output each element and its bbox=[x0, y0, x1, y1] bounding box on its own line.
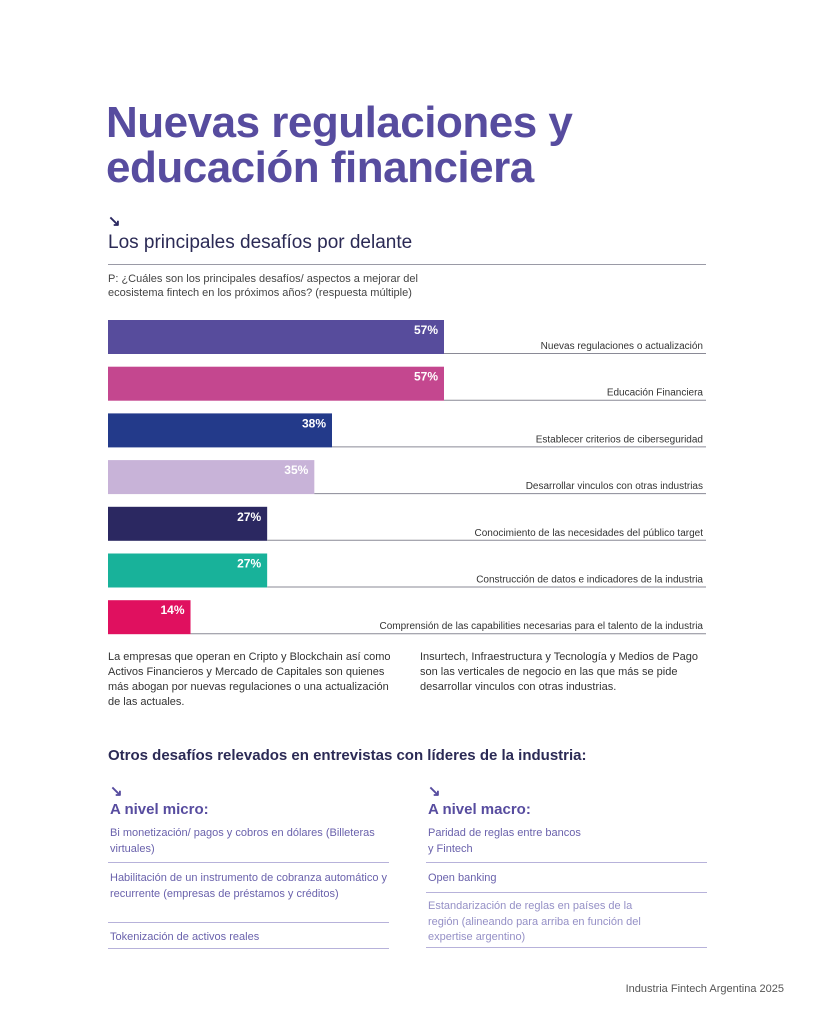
bar-value-label: 14% bbox=[160, 603, 184, 617]
bar-value-label: 27% bbox=[237, 557, 261, 571]
list-item: Open banking bbox=[428, 872, 497, 884]
bar-value-label: 27% bbox=[237, 510, 261, 524]
list-item: Tokenización de activos reales bbox=[110, 931, 260, 943]
divider bbox=[108, 948, 389, 949]
divider bbox=[426, 892, 707, 893]
list-item: Paridad de reglas entre bancos y Fintech bbox=[428, 827, 581, 855]
section-subtitle: Los principales desafíos por delante bbox=[108, 232, 413, 253]
bar bbox=[108, 413, 332, 448]
micro-title: A nivel micro: bbox=[110, 801, 209, 818]
divider bbox=[426, 947, 707, 948]
category-label: Construcción de datos e indicadores de l… bbox=[476, 575, 703, 586]
arrow-down-right-icon: ↘ bbox=[108, 213, 121, 230]
category-label: Conocimiento de las necesidades del públ… bbox=[475, 528, 704, 539]
category-label: Educación Financiera bbox=[607, 388, 704, 399]
category-label: Nuevas regulaciones o actualización bbox=[541, 341, 703, 352]
category-label: Comprensión de las capabilities necesari… bbox=[379, 621, 703, 632]
note-right: Insurtech, Infraestructura y Tecnología … bbox=[420, 651, 699, 693]
page-title: Nuevas regulaciones y educación financie… bbox=[106, 98, 573, 192]
list-item: Bi monetización/ pagos y cobros en dólar… bbox=[110, 827, 375, 855]
bar bbox=[108, 506, 268, 541]
bar bbox=[108, 600, 191, 635]
arrow-down-right-icon: ↘ bbox=[428, 783, 441, 800]
bar-value-label: 57% bbox=[414, 323, 438, 337]
others-title: Otros desafíos relevados en entrevistas … bbox=[108, 747, 587, 764]
list-item: Estandarización de reglas en países de l… bbox=[428, 900, 641, 943]
category-label: Establecer criterios de ciberseguridad bbox=[536, 434, 703, 445]
divider bbox=[426, 862, 707, 863]
divider bbox=[108, 922, 389, 923]
bar bbox=[108, 320, 444, 354]
footer: Industria Fintech Argentina 2025 bbox=[625, 983, 784, 995]
survey-question: P: ¿Cuáles son los principales desafíos/… bbox=[108, 273, 418, 299]
bar-value-label: 35% bbox=[284, 463, 308, 477]
category-label: Desarrollar vinculos con otras industria… bbox=[526, 481, 703, 492]
note-left: La empresas que operan en Cripto y Block… bbox=[108, 651, 391, 708]
bar-value-label: 57% bbox=[414, 370, 438, 384]
divider bbox=[108, 862, 389, 863]
list-item: Habilitación de un instrumento de cobran… bbox=[110, 872, 387, 900]
arrow-down-right-icon: ↘ bbox=[110, 783, 123, 800]
bar-chart: 57% Nuevas regulaciones o actualización 57… bbox=[108, 320, 706, 635]
bar bbox=[108, 366, 444, 401]
macro-title: A nivel macro: bbox=[428, 801, 531, 818]
bar-value-label: 38% bbox=[302, 416, 326, 430]
bar bbox=[108, 460, 315, 495]
divider bbox=[108, 264, 706, 265]
bar bbox=[108, 553, 268, 588]
